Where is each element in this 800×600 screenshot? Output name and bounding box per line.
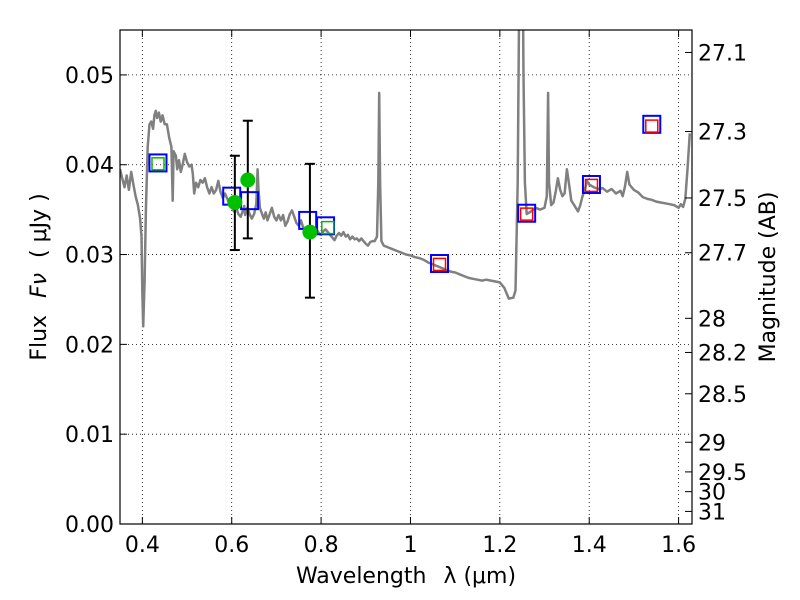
x-tick-label: 1.4 [572,533,607,558]
green-square-marker [151,157,165,171]
y-tick-label: 0.00 [65,513,114,538]
y-tick-label: 0.04 [65,154,114,179]
red-square-marker [432,257,447,272]
x-tick-label: 0.8 [304,533,339,558]
x-tick-label: 0.6 [214,533,249,558]
x-tick-label: 1.6 [661,533,696,558]
y2-tick-label: 27.1 [698,41,747,66]
y2-tick-label: 27.5 [698,187,747,212]
axis-ticks: 0.4 0.6 0.8 1 1.2 1.4 1.6 0.00 0.01 0.02 0.03 0.04 0… [65,30,747,558]
model-spectrum [120,30,692,328]
y-tick-label: 0.01 [65,423,114,448]
x-axis-label: Wavelength λ (μm) [296,564,516,589]
spectrum-line [120,30,692,328]
y-tick-label: 0.02 [65,333,114,358]
plot-frame [119,29,693,525]
y2-tick-label: 27.3 [698,120,747,145]
blue-square-marker [430,254,450,274]
green-circle-marker [240,172,256,188]
y2-tick-label: 29 [698,431,726,456]
y2-tick-label: 31 [698,500,726,525]
y-tick-label: 0.03 [65,244,114,269]
red-square-marker [519,207,534,221]
blue-square-marker [148,153,168,173]
blue-square-marker [581,174,601,194]
x-axis-label-text: Wavelength [296,564,427,589]
red-square-marker [645,119,659,133]
x-axis-label-symbol: λ (μm) [443,564,516,589]
green-circle-marker [302,224,318,240]
y-tick-label: 0.05 [65,64,114,89]
red-square-marker [584,178,599,193]
y2-tick-label: 29.5 [698,461,747,486]
y-axis-label-unit: ( μJy ) [27,193,52,258]
y-axis-label: Flux Fν ( μJy ) [27,193,52,360]
y2-tick-label: 28 [698,307,726,332]
y2-tick-label: 28.2 [698,341,747,366]
y2-tick-label: 28.5 [698,383,747,408]
x-tick-label: 1.2 [482,533,517,558]
y2-tick-label: 27.7 [698,242,747,267]
plot-area [120,30,692,524]
x-tick-label: 1 [403,533,417,558]
green-square-marker [321,220,335,235]
green-circle-marker [227,194,243,210]
y2-axis-label: Magnitude (AB) [756,192,781,363]
x-tick-label: 0.4 [125,533,160,558]
y-axis-label-text: Flux [27,315,52,361]
photometry-marks [148,114,662,299]
y-axis-label-symbol: Fν [27,273,52,298]
y2-tick-label: 30 [698,481,726,506]
blue-square-marker [517,203,537,223]
